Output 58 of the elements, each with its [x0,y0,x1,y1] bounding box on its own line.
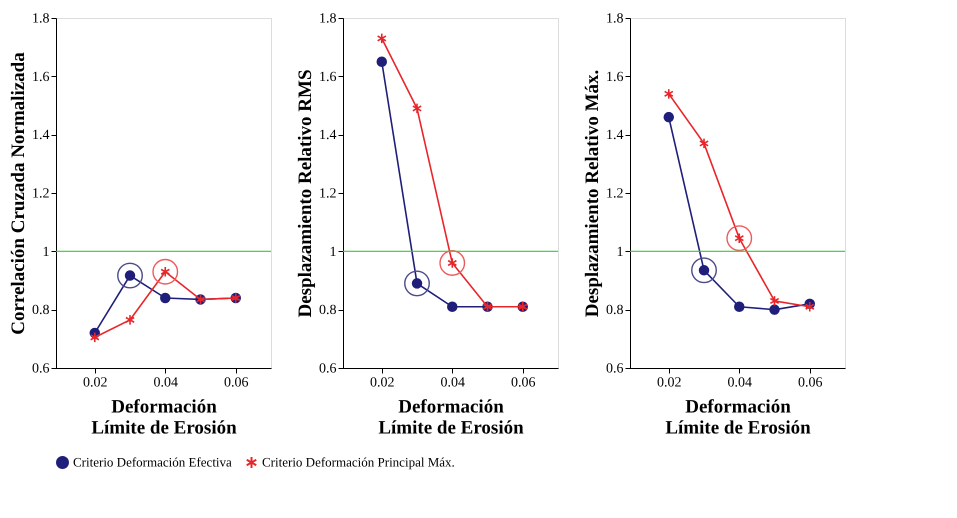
y-tick-label: 1.2 [32,186,50,202]
y-tick-label: 1.8 [32,12,50,26]
point [769,304,780,315]
y-tick-label: 1.8 [606,12,624,26]
y-tick-label: 0.6 [319,362,336,376]
y-tick-label: 0.6 [32,362,50,376]
x-tick-label: 0.06 [798,376,823,390]
y-tick-label: 0.6 [606,362,624,376]
y-tick-label: 1.8 [319,12,336,26]
y-tick-label: 1 [42,244,50,260]
y-tick-label: 1.4 [606,128,624,144]
point [804,301,815,312]
y-axis-title: Desplazamiento Relativo Máx. [582,70,603,318]
y-tick-label: 1 [616,244,624,260]
x-tick-label: 0.02 [83,376,108,390]
x-tick-label: 0.06 [224,376,249,390]
point [664,112,674,122]
point [699,138,709,149]
point [447,302,458,312]
point [90,332,100,343]
point [726,225,752,252]
point [160,292,171,304]
y-axis-title: Correlación Cruzada Normalizada [8,52,29,335]
point [770,295,780,306]
legend-label: Criterio Deformación Principal Máx. [262,454,455,470]
point [691,257,717,284]
y-tick-label: 0.8 [319,303,336,318]
y-tick-label: 0.8 [32,303,50,318]
x-tick-label: 0.02 [657,376,682,390]
point [376,56,388,67]
x-tick-label: 0.04 [154,376,178,390]
point [152,258,178,285]
point [404,270,430,296]
x-tick-label: 0.02 [370,376,395,390]
y-tick-label: 1.4 [32,128,50,144]
y-tick-label: 1.2 [319,186,336,202]
x-tick-label: 0.04 [728,376,752,390]
x-axis-title: Deformación Límite de Erosión [91,396,238,438]
y-tick-label: 1.6 [606,70,624,85]
y-axis-title: Desplazamiento Relativo RMS [295,69,316,318]
point [439,250,466,276]
y-tick-label: 1 [330,244,336,260]
x-axis-title: Deformación Límite de Erosión [378,396,524,438]
point [664,88,674,100]
y-tick-label: 0.8 [606,303,624,318]
point [117,262,143,288]
y-tick-label: 1.4 [319,128,336,144]
point [376,32,387,44]
legend-label: Criterio Deformación Efectiva [73,454,232,470]
y-tick-label: 1.6 [32,70,50,85]
y-tick-label: 1.2 [606,186,624,202]
point [734,302,745,312]
x-axis-title: Deformación Límite de Erosión [665,396,812,438]
x-tick-label: 0.04 [440,376,466,390]
y-tick-label: 1.6 [319,70,336,85]
point [125,314,135,326]
x-tick-label: 0.06 [511,376,536,390]
point [412,102,422,114]
